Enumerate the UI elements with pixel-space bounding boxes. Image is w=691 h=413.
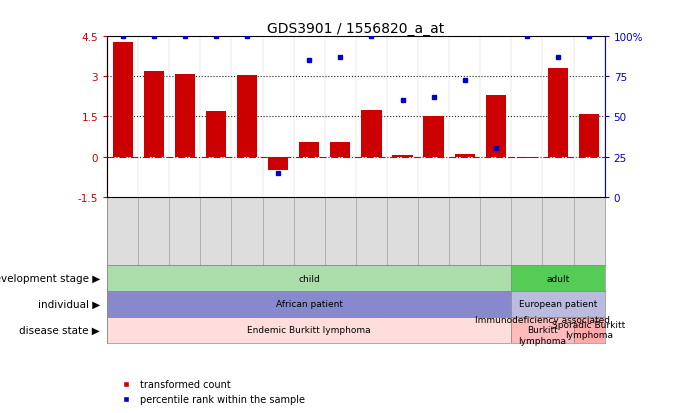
Text: Immunodeficiency associated
Burkitt
lymphoma: Immunodeficiency associated Burkitt lymp… (475, 315, 610, 345)
Text: adult: adult (547, 274, 569, 283)
Bar (113, 43, 133, 157)
Bar (548, 69, 568, 157)
Bar (237, 76, 257, 157)
Text: European patient: European patient (519, 300, 597, 309)
Text: African patient: African patient (276, 300, 343, 309)
Bar (361, 111, 381, 157)
Y-axis label: disease state ▶: disease state ▶ (19, 325, 100, 335)
Bar (330, 142, 350, 157)
Bar (574, 317, 605, 343)
Title: GDS3901 / 1556820_a_at: GDS3901 / 1556820_a_at (267, 22, 444, 36)
Bar (517, 157, 537, 159)
Bar (206, 112, 226, 157)
Y-axis label: development stage ▶: development stage ▶ (0, 273, 100, 283)
Bar (107, 266, 511, 292)
Bar (392, 156, 413, 157)
Bar (579, 114, 599, 157)
Bar (455, 154, 475, 157)
Bar (511, 292, 605, 317)
Bar (107, 317, 511, 343)
Bar (107, 292, 511, 317)
Bar (299, 142, 319, 157)
Bar (175, 74, 195, 157)
Bar (144, 72, 164, 157)
Legend: transformed count, percentile rank within the sample: transformed count, percentile rank withi… (112, 375, 309, 408)
Text: Sporadic Burkitt
lymphoma: Sporadic Burkitt lymphoma (552, 320, 626, 339)
Text: Endemic Burkitt lymphoma: Endemic Burkitt lymphoma (247, 325, 371, 335)
Bar (268, 157, 288, 171)
Bar (486, 96, 506, 157)
Text: child: child (299, 274, 320, 283)
Bar (424, 117, 444, 157)
Bar (511, 266, 605, 292)
Y-axis label: individual ▶: individual ▶ (38, 299, 100, 309)
Bar (511, 317, 574, 343)
